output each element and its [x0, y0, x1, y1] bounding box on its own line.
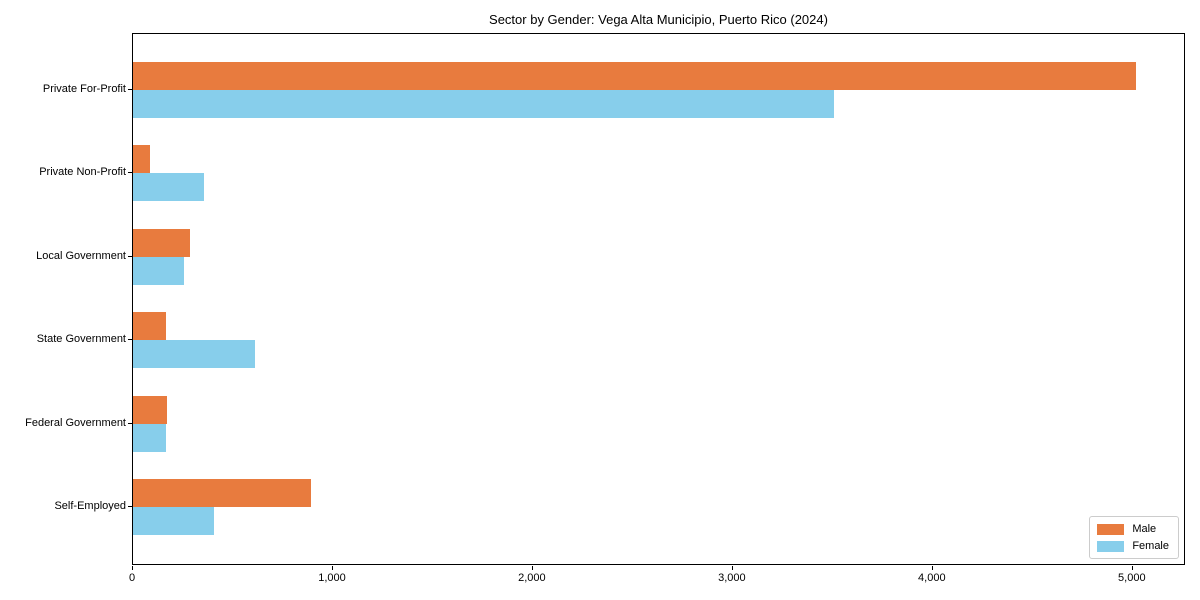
- y-tick-mark: [128, 88, 132, 90]
- bar-female-state-government: [133, 340, 255, 368]
- y-tick-mark: [128, 506, 132, 507]
- y-axis-label-state-government: State Government: [36, 333, 126, 345]
- legend: Male Female: [1089, 516, 1179, 559]
- legend-label-male: Male: [1132, 523, 1157, 535]
- bar-female-private-non-profit: [133, 173, 204, 201]
- bar-male-federal-government: [133, 395, 167, 424]
- y-tick-mark: [128, 255, 132, 257]
- legend-label-female: Female: [1132, 540, 1169, 552]
- x-tick-mark: [132, 566, 133, 570]
- legend-item-female: Female: [1097, 540, 1169, 552]
- x-tick-label-4-000: 4,000: [918, 572, 946, 584]
- y-axis-label-federal-government: Federal Government: [25, 416, 126, 429]
- x-tick-label-1-000: 1,000: [318, 572, 346, 584]
- x-tick-label-2-000: 2,000: [518, 572, 546, 584]
- bar-male-state-government: [133, 312, 166, 340]
- x-tick-label-3-000: 3,000: [718, 572, 746, 584]
- x-tick-mark: [731, 566, 733, 570]
- x-tick-label-0: 0: [128, 572, 136, 584]
- bar-female-local-government: [133, 256, 184, 285]
- bar-female-private-for-profit: [133, 89, 834, 118]
- y-axis-label-local-government: Local Government: [36, 249, 126, 262]
- male-color-swatch: [1097, 523, 1125, 535]
- y-axis-label-private-for-profit: Private For-Profit: [42, 82, 126, 95]
- x-tick-label-5-000: 5,000: [1118, 572, 1146, 584]
- y-tick-mark: [128, 172, 132, 173]
- x-tick-mark: [931, 566, 933, 570]
- bar-female-federal-government: [133, 423, 166, 452]
- bar-male-private-non-profit: [133, 145, 150, 173]
- bar-female-self-employed: [133, 507, 214, 535]
- bar-male-local-government: [133, 228, 190, 257]
- female-color-swatch: [1097, 540, 1125, 552]
- y-tick-mark: [128, 422, 132, 424]
- x-tick-mark: [332, 566, 333, 570]
- x-tick-mark: [531, 566, 533, 570]
- plot-area: Male Female: [132, 33, 1185, 565]
- bar-male-private-for-profit: [133, 61, 1136, 90]
- y-tick-mark: [128, 339, 132, 340]
- x-tick-mark: [1131, 566, 1133, 570]
- y-axis-label-private-non-profit: Private Non-Profit: [39, 166, 126, 178]
- legend-item-male: Male: [1097, 523, 1169, 535]
- chart-title: Sector by Gender: Vega Alta Municipio, P…: [489, 12, 828, 27]
- bar-male-self-employed: [133, 479, 311, 507]
- y-axis-label-self-employed: Self-Employed: [54, 500, 126, 512]
